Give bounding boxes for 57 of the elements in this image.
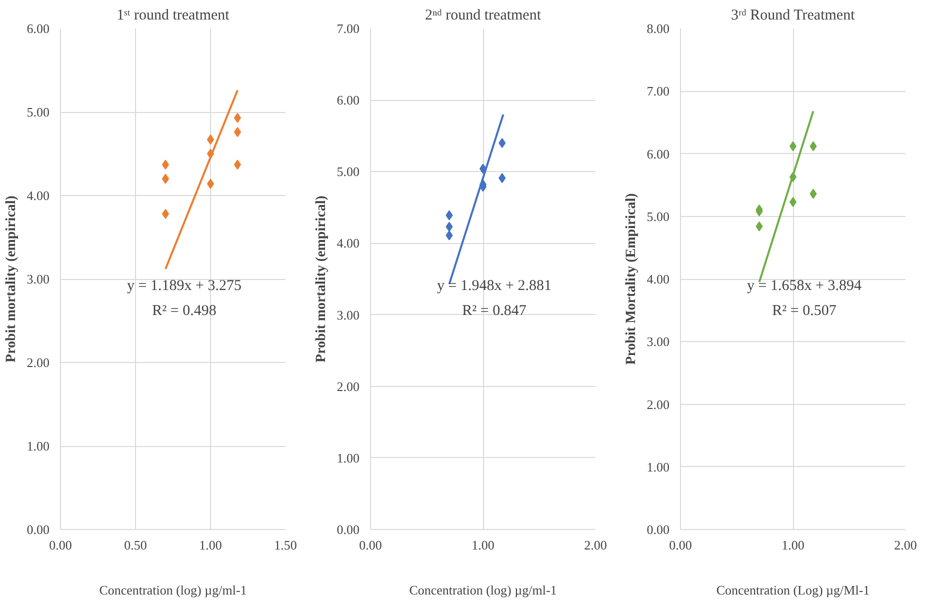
y-tick-label: 6.00 bbox=[336, 92, 360, 108]
y-tick-label: 3.00 bbox=[646, 334, 670, 350]
y-tick-label: 6.00 bbox=[646, 146, 670, 162]
x-tick-label: 0.00 bbox=[49, 538, 72, 552]
x-axis-title: Concentration (log) µg/ml-1 bbox=[409, 582, 557, 598]
y-tick-label: 4.00 bbox=[336, 236, 360, 251]
y-axis-title: Probit mortality (empirical) bbox=[4, 195, 19, 362]
y-tick-label: 6.00 bbox=[26, 21, 50, 36]
annotation: R² = 0.507 bbox=[772, 303, 837, 320]
x-tick-label: 1.00 bbox=[782, 538, 804, 552]
point bbox=[446, 210, 453, 220]
chart-title: 3ʳᵈ Round Treatment bbox=[730, 8, 856, 24]
y-tick-label: 1.00 bbox=[26, 438, 50, 454]
x-axis-title: Concentration (log) µg/ml-1 bbox=[99, 582, 247, 598]
point bbox=[498, 173, 506, 184]
annotation: R² = 0.847 bbox=[462, 303, 527, 320]
chart-title: 2ⁿᵈ round treatment bbox=[424, 8, 542, 24]
chart-title: 1ˢᵗ round treatment bbox=[116, 8, 230, 24]
y-tick-label: 2.00 bbox=[26, 355, 50, 370]
y-axis-title: Probit mortality (empirical) bbox=[314, 195, 329, 362]
annotation: y = 1.658x + 3.894 bbox=[747, 278, 862, 294]
y-tick-label: 3.00 bbox=[26, 272, 50, 286]
x-axis-title: Concentration (Log) µg/Ml-1 bbox=[716, 582, 870, 598]
x-tick-label: 1.50 bbox=[274, 538, 297, 552]
y-tick-label: 8.00 bbox=[646, 21, 670, 36]
y-tick-label: 0.00 bbox=[646, 522, 670, 537]
x-tick-label: 1.00 bbox=[472, 538, 494, 552]
point bbox=[498, 138, 506, 148]
y-tick-label: 2.00 bbox=[646, 396, 670, 412]
y-tick-label: 2.00 bbox=[336, 378, 360, 394]
x-tick-label: 2.00 bbox=[584, 538, 607, 552]
x-tick-label: 0.50 bbox=[124, 538, 147, 552]
y-axis-title: Probit Mortality (Empirical) bbox=[624, 192, 639, 365]
y-tick-label: 7.00 bbox=[336, 21, 360, 36]
y-tick-label: 5.00 bbox=[646, 208, 670, 224]
point bbox=[756, 221, 763, 232]
point bbox=[446, 222, 453, 232]
y-tick-label: 5.00 bbox=[336, 164, 360, 180]
x-tick-label: 0.00 bbox=[359, 538, 382, 552]
annotation: y = 1.189x + 3.275 bbox=[127, 278, 242, 294]
y-tick-label: 7.00 bbox=[646, 84, 670, 99]
x-tick-label: 2.00 bbox=[894, 538, 917, 552]
y-tick-label: 1.00 bbox=[646, 459, 670, 474]
y-tick-label: 3.00 bbox=[336, 307, 360, 322]
annotation: y = 1.948x + 2.881 bbox=[437, 278, 552, 294]
y-tick-label: 4.00 bbox=[646, 272, 670, 286]
point bbox=[810, 141, 817, 152]
point bbox=[446, 230, 453, 240]
y-tick-label: 1.00 bbox=[336, 450, 360, 466]
annotation: R² = 0.498 bbox=[152, 303, 216, 320]
y-tick-label: 0.00 bbox=[26, 522, 50, 537]
y-tick-label: 0.00 bbox=[336, 522, 360, 537]
x-tick-label: 0.00 bbox=[669, 538, 692, 552]
point bbox=[810, 188, 817, 199]
y-tick-label: 4.00 bbox=[26, 188, 50, 203]
x-tick-label: 1.00 bbox=[199, 538, 222, 552]
y-tick-label: 5.00 bbox=[26, 104, 50, 120]
